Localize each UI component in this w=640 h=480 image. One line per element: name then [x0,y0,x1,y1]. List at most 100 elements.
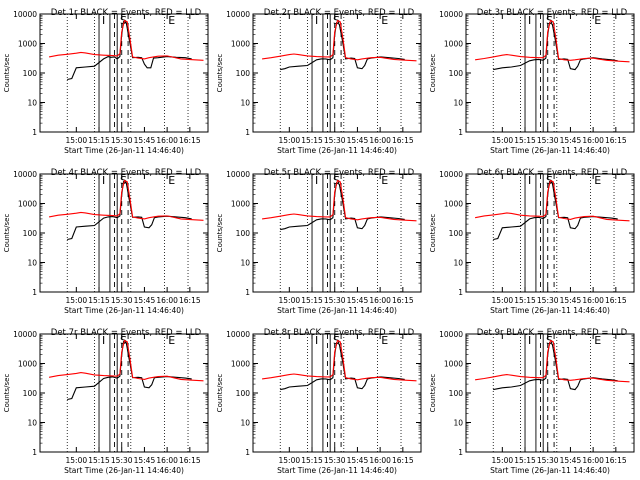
y-tick-label: 10 [453,259,463,268]
y-tick-label: 10000 [226,10,250,19]
plot-frame [465,173,635,293]
detector-panel-1: Det 1r BLACK = Events, RED = LLD Counts/s… [3,8,209,155]
x-tick-label: 15:30 [324,296,346,305]
flag-label: E [168,334,175,347]
x-tick-label: 15:30 [537,136,559,145]
y-tick-label: 1000 [18,360,37,369]
y-tick-label: 10 [240,259,250,268]
plot-title: Det 4r BLACK = Events, RED = LLD [51,168,202,178]
detector-panel-7: Det 7r BLACK = Events, RED = LLD Counts/s… [3,328,209,475]
plot-frame [39,173,209,293]
y-tick-label: 10000 [439,330,463,339]
plot-title: Det 8r BLACK = Events, RED = LLD [264,328,415,338]
plot-frame [465,13,635,133]
x-axis-label: Start Time (26-Jan-11 14:46:40) [277,146,397,155]
flag-label: I [102,14,105,27]
y-tick-label: 100 [236,389,251,398]
x-tick-label: 15:00 [66,136,88,145]
x-tick-label: 16:15 [392,296,414,305]
flag-label: E [381,334,388,347]
x-tick-label: 16:15 [605,296,627,305]
x-tick-label: 15:15 [514,456,536,465]
x-tick-label: 15:00 [492,136,514,145]
y-tick-label: 100 [236,69,251,78]
detector-panel-6: Det 6r BLACK = Events, RED = LLD Counts/s… [429,168,635,315]
y-tick-label: 1000 [231,360,250,369]
flag-label: S [546,14,553,27]
flag-label: E [594,174,601,187]
x-tick-label: 16:00 [582,296,604,305]
y-tick-label: 1 [245,128,250,137]
x-tick-label: 15:45 [347,136,369,145]
flag-label: E [168,174,175,187]
series-events-line [67,180,192,241]
flag-label: S [333,14,340,27]
y-tick-label: 100 [449,229,464,238]
x-axis-label: Start Time (26-Jan-11 14:46:40) [277,306,397,315]
x-tick-label: 16:00 [156,456,178,465]
x-tick-label: 15:30 [324,456,346,465]
y-tick-label: 1000 [444,40,463,49]
series-lld-line [475,19,630,63]
x-axis-label: Start Time (26-Jan-11 14:46:40) [277,466,397,475]
flag-label: S [333,334,340,347]
x-axis-label: Start Time (26-Jan-11 14:46:40) [490,466,610,475]
x-tick-label: 16:00 [582,456,604,465]
y-tick-label: 1 [245,288,250,297]
x-tick-label: 16:00 [369,456,391,465]
flag-label: S [120,174,127,187]
y-tick-label: 1 [32,288,37,297]
x-tick-label: 16:15 [179,456,201,465]
series-lld-line [48,179,204,221]
y-tick-label: 10000 [439,10,463,19]
y-tick-label: 1000 [231,200,250,209]
x-tick-label: 15:15 [514,296,536,305]
y-tick-label: 100 [23,389,38,398]
x-tick-label: 15:30 [537,296,559,305]
series-events-line [493,22,618,71]
y-axis-label: Counts/sec [216,374,224,413]
x-tick-label: 15:15 [301,456,323,465]
x-tick-label: 16:15 [179,136,201,145]
y-tick-label: 1000 [444,200,463,209]
y-tick-label: 10 [27,259,37,268]
x-tick-label: 15:15 [88,136,110,145]
y-axis-label: Counts/sec [429,374,437,413]
series-events-line [280,182,405,231]
y-tick-label: 10000 [226,170,250,179]
flag-label: I [528,334,531,347]
series-lld-line [262,19,417,62]
y-tick-label: 10 [453,99,463,108]
x-tick-label: 16:00 [369,296,391,305]
y-tick-label: 1000 [231,40,250,49]
y-tick-label: 1 [458,128,463,137]
x-tick-label: 15:30 [111,296,133,305]
flag-label: I [528,174,531,187]
x-tick-label: 16:15 [392,456,414,465]
series-events-line [67,20,192,81]
y-tick-label: 1 [458,448,463,457]
detector-panel-4: Det 4r BLACK = Events, RED = LLD Counts/s… [3,168,209,315]
x-tick-label: 15:00 [66,296,88,305]
y-tick-label: 10 [27,99,37,108]
x-axis-label: Start Time (26-Jan-11 14:46:40) [490,306,610,315]
detector-panel-3: Det 3r BLACK = Events, RED = LLD Counts/s… [429,8,635,155]
y-tick-label: 10000 [13,330,37,339]
y-tick-label: 1000 [18,40,37,49]
x-tick-label: 15:45 [560,456,582,465]
x-tick-label: 15:30 [111,456,133,465]
y-axis-label: Counts/sec [429,54,437,93]
y-tick-label: 10 [27,419,37,428]
plot-title: Det 9r BLACK = Events, RED = LLD [477,328,628,338]
detector-panel-8: Det 8r BLACK = Events, RED = LLD Counts/s… [216,328,422,475]
y-axis-label: Counts/sec [216,54,224,93]
x-axis-label: Start Time (26-Jan-11 14:46:40) [64,146,184,155]
series-events-line [280,22,405,71]
x-tick-label: 15:30 [111,136,133,145]
x-tick-label: 15:45 [347,296,369,305]
plot-title: Det 6r BLACK = Events, RED = LLD [477,168,628,178]
y-axis-label: Counts/sec [429,214,437,253]
y-tick-label: 1 [32,448,37,457]
y-tick-label: 10000 [13,10,37,19]
